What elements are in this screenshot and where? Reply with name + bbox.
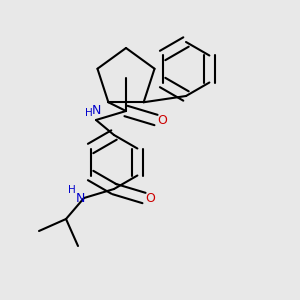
Text: N: N	[91, 104, 101, 117]
Text: O: O	[146, 191, 155, 205]
Text: O: O	[158, 113, 167, 127]
Text: H: H	[85, 109, 92, 118]
Text: H: H	[68, 185, 76, 195]
Text: N: N	[76, 191, 86, 205]
